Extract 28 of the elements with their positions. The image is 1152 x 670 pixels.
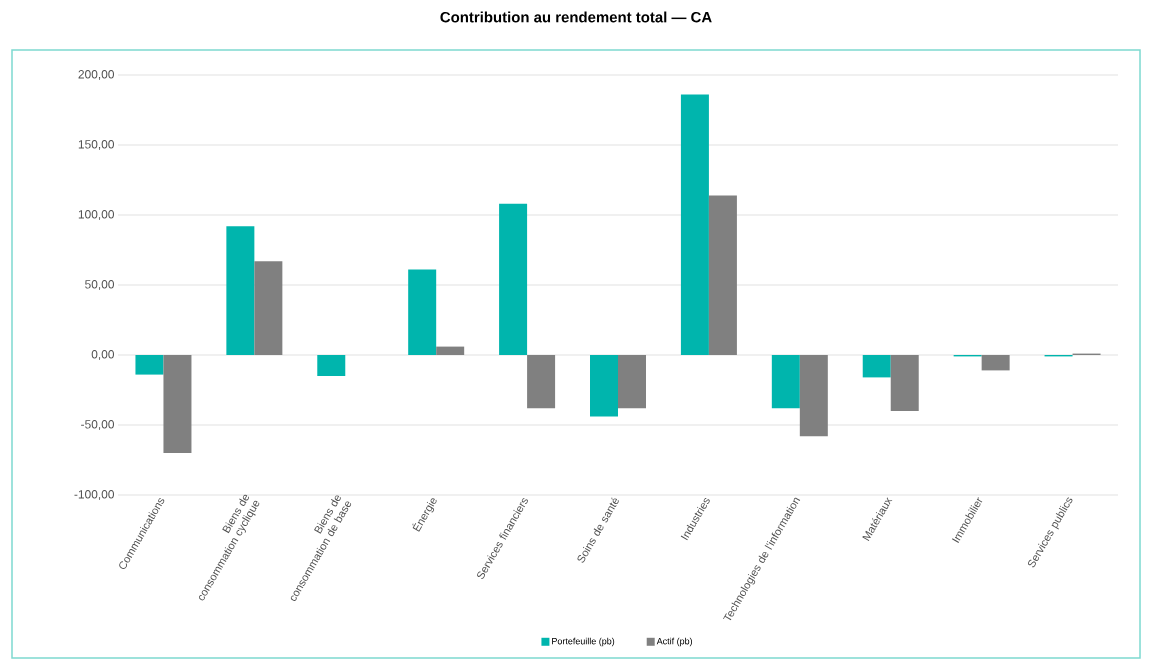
bar [254, 261, 283, 355]
bar [799, 355, 828, 437]
bar [408, 269, 437, 355]
bar [135, 355, 164, 375]
y-tick-label: 100,00 [78, 210, 115, 220]
legend-label: Portefeuille (pb) [552, 637, 615, 647]
bar [527, 355, 556, 409]
bar [226, 226, 255, 355]
legend-label: Actif (pb) [656, 637, 693, 647]
y-tick-label: 0,00 [91, 350, 115, 360]
bar [771, 355, 800, 409]
bar [890, 355, 919, 411]
bar [590, 355, 618, 417]
y-tick-label: 50,00 [85, 280, 115, 290]
bar [708, 195, 737, 355]
y-tick-label: 200,00 [78, 70, 115, 80]
bar [680, 94, 709, 355]
bar [499, 203, 528, 355]
bar [618, 355, 646, 409]
bar [436, 346, 465, 355]
bar [317, 355, 346, 376]
y-tick-label: -50,00 [81, 420, 115, 430]
chart-title: Contribution au rendement total — CA [440, 11, 712, 23]
bar [981, 355, 1010, 371]
bar [163, 355, 192, 453]
y-tick-label: 150,00 [78, 140, 115, 150]
bar [862, 355, 891, 378]
y-tick-label: -100,00 [74, 490, 115, 500]
